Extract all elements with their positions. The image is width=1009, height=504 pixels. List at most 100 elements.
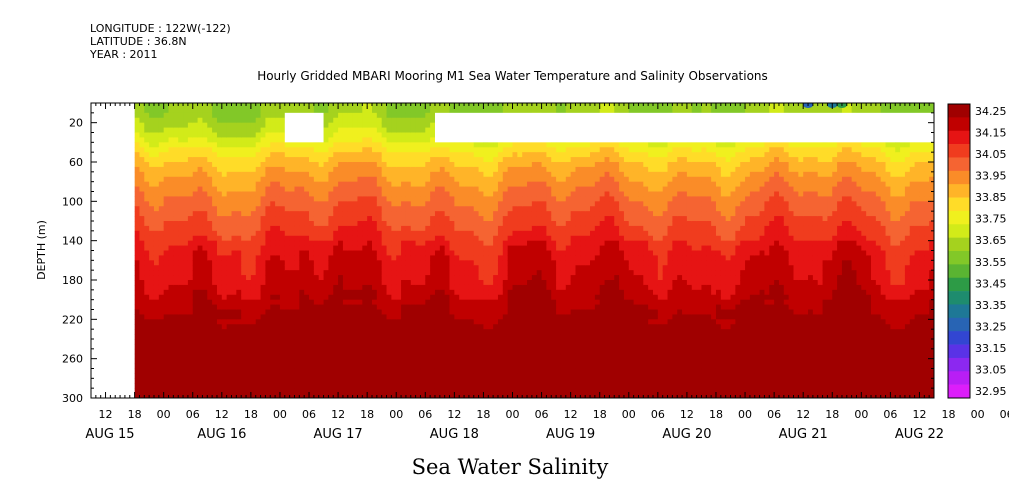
salinity-cell: [207, 255, 213, 261]
salinity-cell: [338, 181, 344, 188]
salinity-cell: [313, 221, 320, 227]
salinity-cell: [246, 284, 252, 291]
salinity-cell: [386, 299, 392, 306]
salinity-cell: [212, 162, 218, 168]
salinity-cell: [430, 152, 436, 158]
salinity-cell: [241, 147, 247, 153]
salinity-cell: [163, 324, 170, 330]
salinity-cell: [444, 378, 451, 384]
salinity-cell: [468, 309, 475, 316]
salinity-cell: [512, 196, 518, 202]
salinity-cell: [318, 388, 325, 394]
salinity-cell: [449, 373, 455, 379]
salinity-cell: [459, 339, 465, 345]
salinity-cell: [434, 329, 441, 335]
salinity-cell: [473, 289, 480, 296]
salinity-cell: [250, 353, 257, 360]
salinity-cell: [270, 255, 276, 261]
salinity-cell: [309, 284, 315, 291]
salinity-cell: [158, 343, 165, 350]
salinity-cell: [449, 225, 455, 232]
salinity-cell: [401, 171, 407, 178]
salinity-cell: [401, 343, 407, 350]
salinity-cell: [139, 157, 145, 163]
salinity-cell: [187, 348, 194, 355]
salinity-cell: [318, 334, 325, 340]
salinity-cell: [381, 358, 388, 365]
salinity-cell: [347, 127, 354, 134]
salinity-cell: [318, 289, 325, 296]
salinity-cell: [168, 152, 174, 158]
salinity-cell: [284, 166, 291, 173]
salinity-cell: [153, 225, 160, 232]
salinity-cell: [522, 368, 528, 375]
salinity-cell: [401, 280, 407, 286]
salinity-cell: [468, 166, 475, 173]
salinity-cell: [376, 378, 383, 384]
salinity-cell: [318, 230, 325, 237]
salinity-cell: [192, 117, 199, 124]
salinity-cell: [367, 225, 373, 232]
salinity-cell: [401, 388, 407, 394]
salinity-cell: [299, 324, 305, 330]
salinity-cell: [478, 358, 485, 365]
salinity-cell: [396, 358, 402, 365]
salinity-cell: [265, 329, 271, 335]
salinity-cell: [381, 314, 388, 320]
salinity-cell: [318, 103, 325, 109]
salinity-cell: [221, 230, 228, 237]
salinity-cell: [149, 314, 155, 320]
salinity-cell: [454, 275, 460, 281]
salinity-cell: [488, 314, 494, 320]
salinity-cell: [386, 216, 392, 222]
salinity-cell: [328, 343, 334, 350]
salinity-cell: [376, 221, 383, 227]
salinity-cell: [493, 299, 499, 306]
salinity-cell: [207, 122, 213, 129]
salinity-cell: [502, 329, 509, 335]
salinity-cell: [367, 309, 373, 316]
salinity-cell: [270, 260, 276, 266]
salinity-cell: [221, 388, 228, 394]
salinity-cell: [231, 137, 237, 143]
salinity-cell: [207, 181, 213, 188]
salinity-cell: [158, 393, 165, 398]
salinity-cell: [430, 304, 436, 311]
salinity-cell: [216, 378, 223, 384]
salinity-cell: [304, 245, 310, 252]
salinity-cell: [376, 117, 383, 124]
salinity-cell: [444, 181, 451, 188]
salinity-cell: [318, 314, 325, 320]
salinity-cell: [342, 329, 349, 335]
salinity-cell: [347, 289, 354, 296]
salinity-cell: [386, 221, 392, 227]
salinity-cell: [517, 358, 523, 365]
salinity-cell: [342, 103, 349, 109]
salinity-cell: [478, 211, 485, 217]
salinity-cell: [333, 157, 339, 163]
salinity-cell: [439, 201, 446, 207]
salinity-cell: [352, 393, 359, 398]
salinity-cell: [381, 255, 388, 261]
salinity-cell: [410, 260, 417, 266]
salinity-cell: [357, 265, 363, 271]
salinity-cell: [304, 152, 310, 158]
salinity-cell: [381, 147, 388, 153]
salinity-cell: [502, 216, 509, 222]
salinity-cell: [372, 235, 378, 242]
salinity-cell: [357, 147, 363, 153]
salinity-cell: [405, 255, 412, 261]
salinity-cell: [362, 299, 368, 306]
salinity-cell: [236, 378, 242, 384]
salinity-cell: [178, 393, 184, 398]
salinity-cell: [531, 191, 538, 198]
salinity-cell: [207, 240, 213, 247]
salinity-cell: [212, 225, 218, 232]
salinity-cell: [357, 137, 363, 143]
salinity-cell: [372, 334, 378, 340]
salinity-cell: [226, 186, 233, 193]
salinity-cell: [192, 225, 199, 232]
salinity-cell: [357, 152, 363, 158]
salinity-cell: [178, 137, 184, 143]
salinity-cell: [294, 339, 300, 345]
